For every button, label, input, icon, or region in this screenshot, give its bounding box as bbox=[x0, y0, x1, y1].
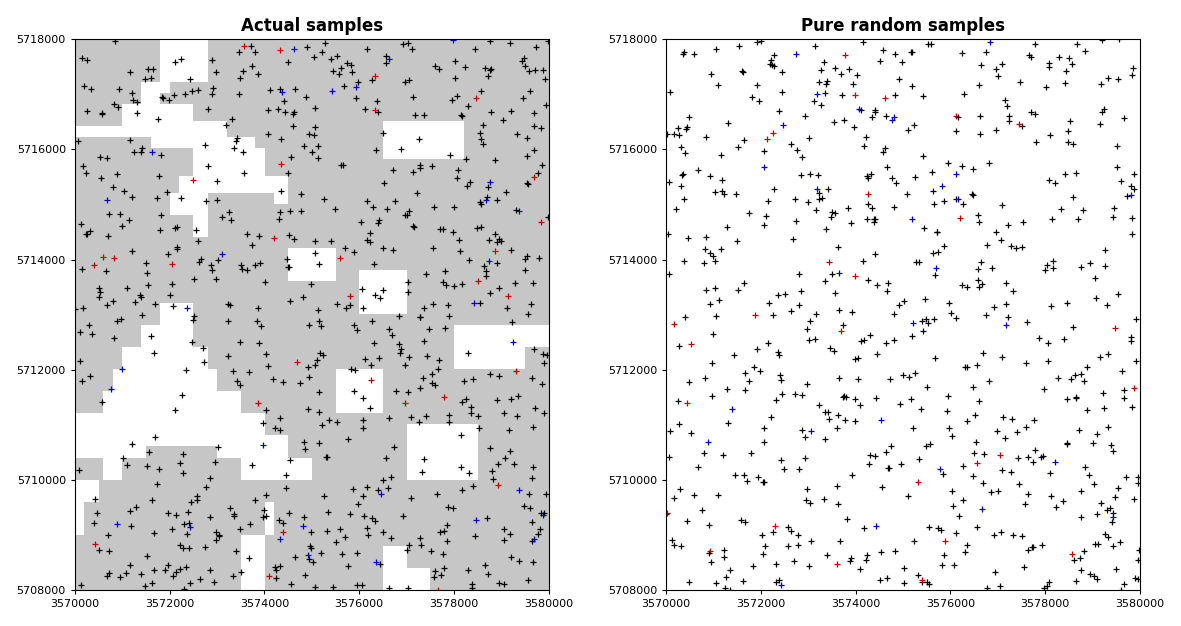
Title: Actual samples: Actual samples bbox=[241, 17, 383, 34]
Title: Pure random samples: Pure random samples bbox=[801, 17, 1005, 34]
